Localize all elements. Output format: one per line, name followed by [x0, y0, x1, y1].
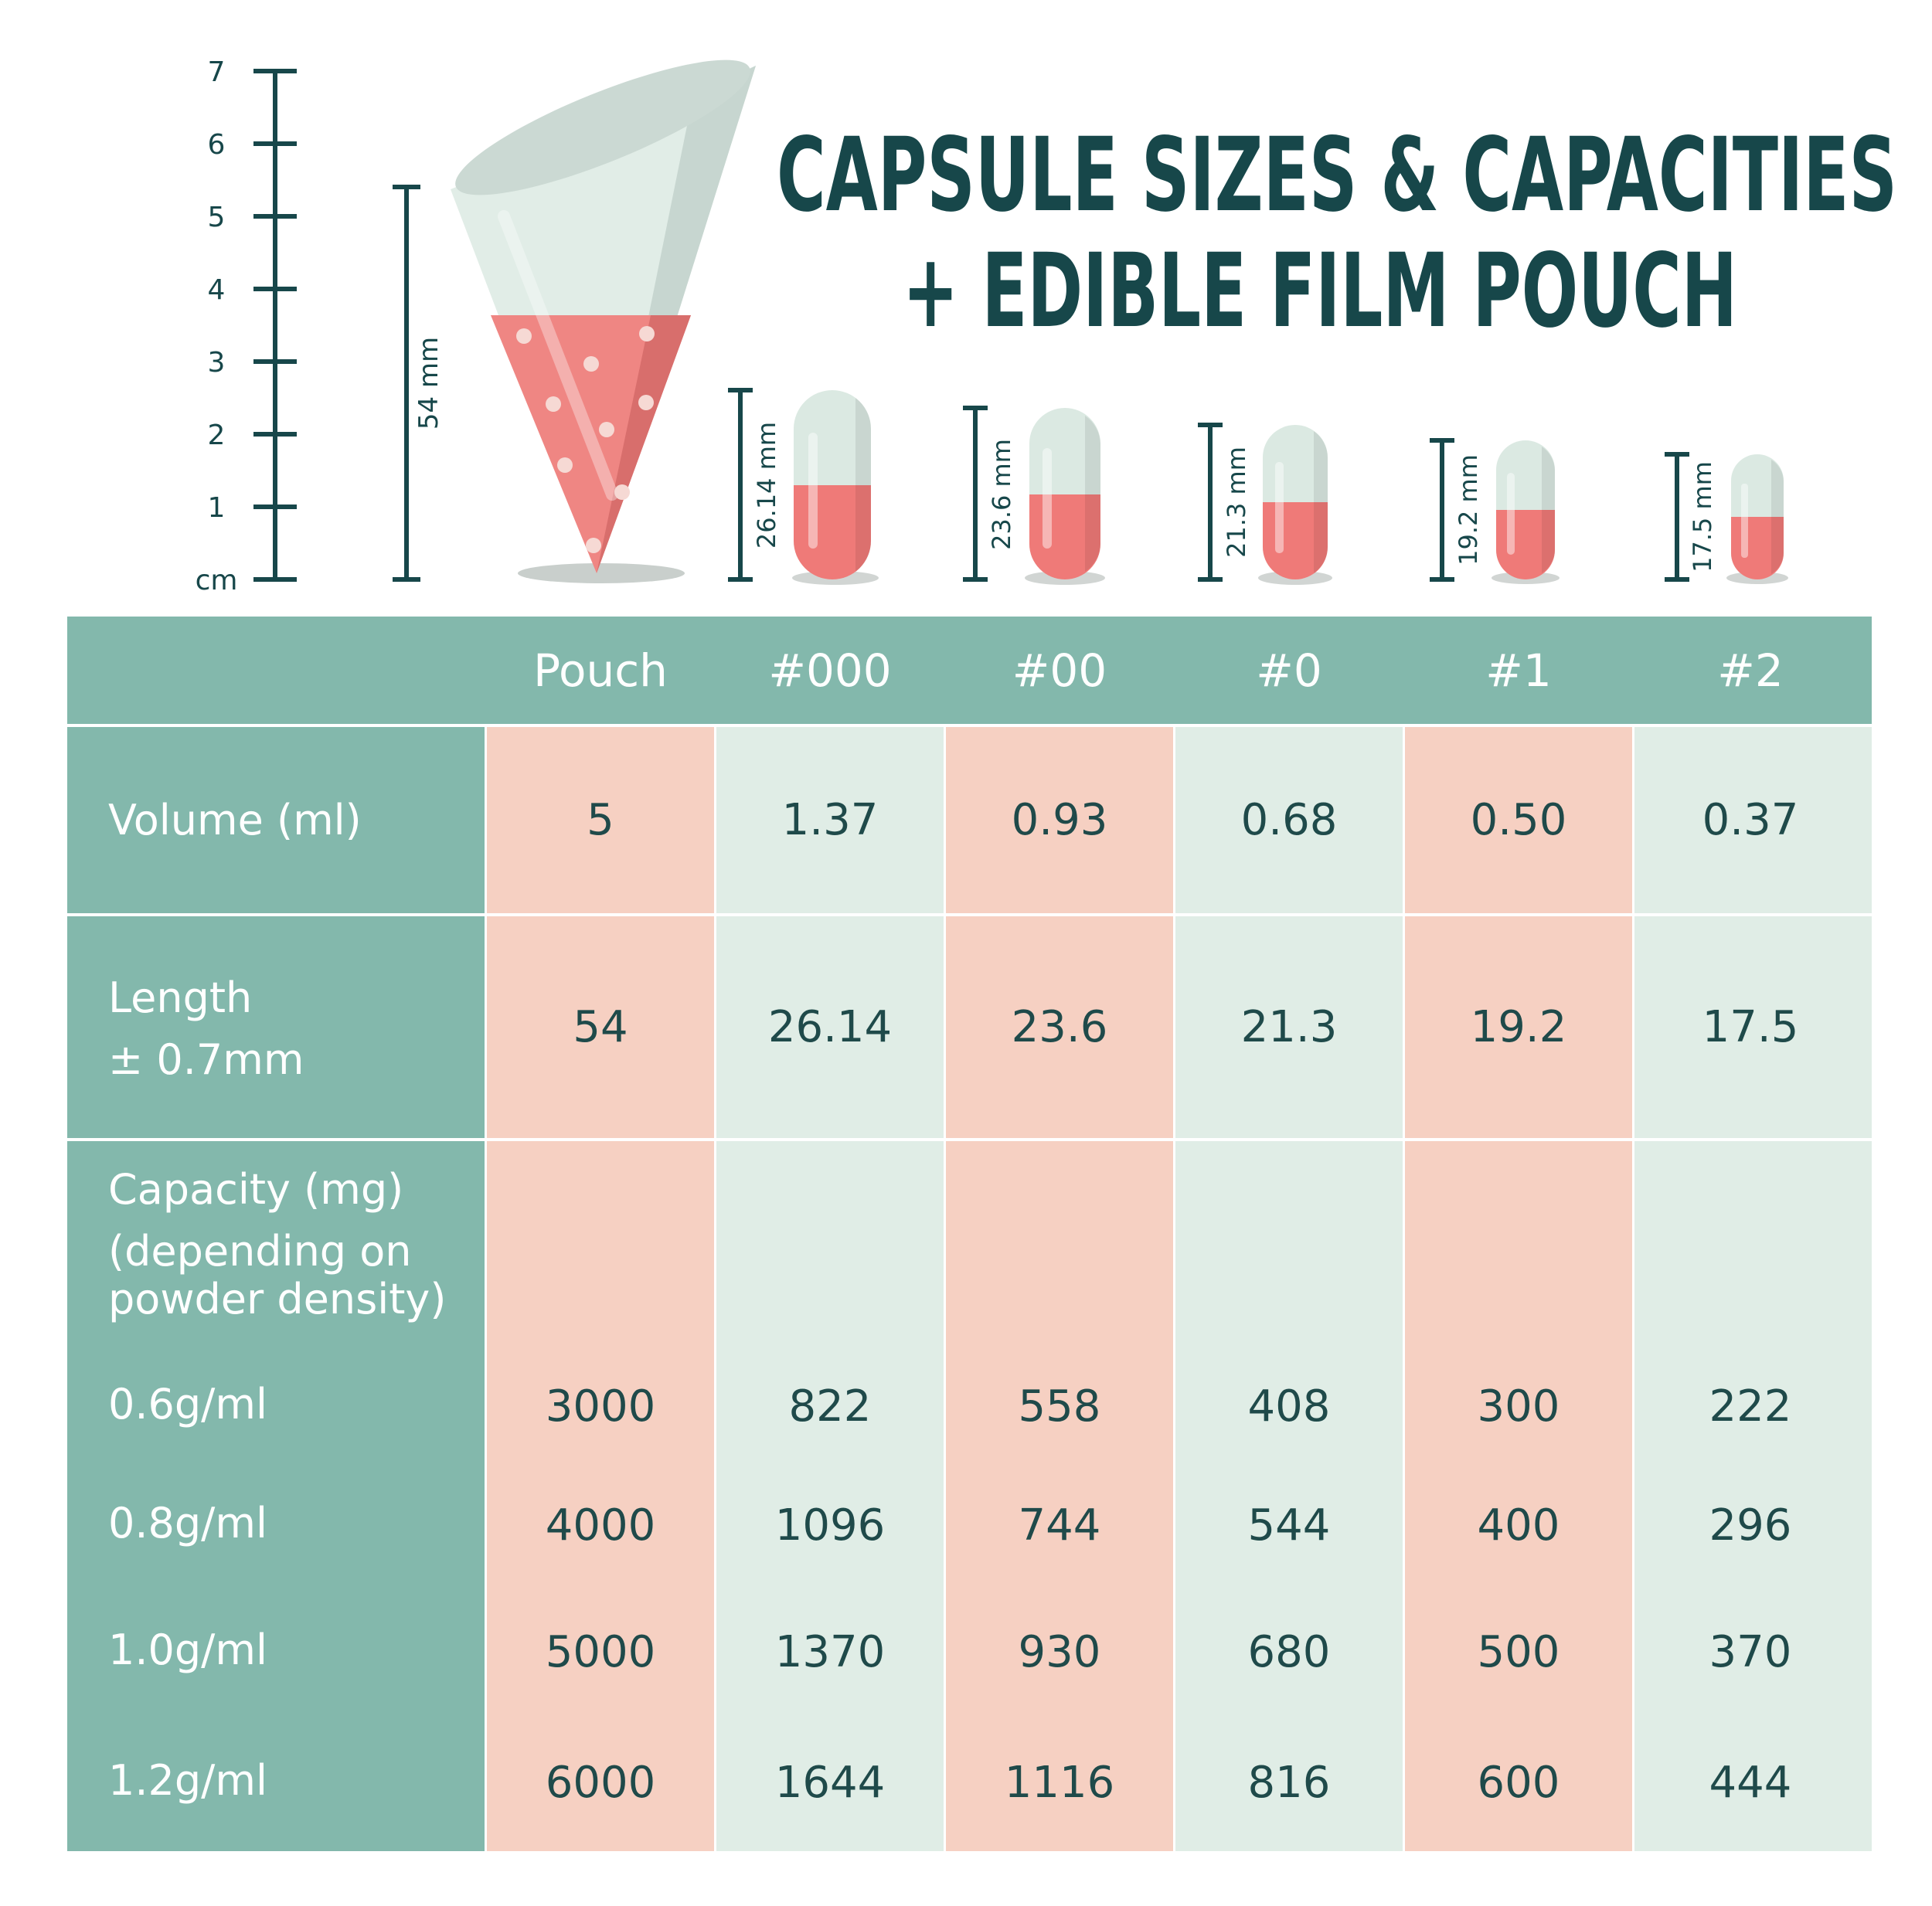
- table-cell: 4000: [546, 1500, 656, 1551]
- table-cell: 680: [1248, 1627, 1331, 1677]
- ruler-tick-label: 2: [208, 420, 226, 451]
- capsule-1-illustration: 19.2 mm: [1430, 438, 1560, 584]
- pouch-length-label: 54 mm: [413, 337, 444, 430]
- capsule-1-length-label: 19.2 mm: [1454, 454, 1483, 566]
- page-title: CAPSULE SIZES & CAPACITIES + EDIBLE FILM…: [777, 116, 1897, 351]
- column-header-0: #0: [1256, 644, 1322, 697]
- ruler-tick-label: 3: [208, 347, 226, 379]
- table-cell: 21.3: [1241, 1002, 1338, 1052]
- table-cell: 0.50: [1471, 795, 1567, 845]
- capsule-0-length-label: 21.3 mm: [1222, 447, 1251, 558]
- table-cell: 54: [573, 1002, 628, 1052]
- table-cell: 23.6: [1012, 1002, 1108, 1052]
- pouch-length-dimension: [393, 185, 420, 582]
- table-cell: 444: [1709, 1758, 1792, 1808]
- table-cell: 408: [1248, 1381, 1331, 1432]
- table-cell: 300: [1478, 1381, 1560, 1432]
- table-cell: 296: [1709, 1500, 1792, 1551]
- row-label-density: 0.6g/ml: [108, 1380, 267, 1429]
- table-cell: 1644: [775, 1758, 886, 1808]
- capsule-0-illustration: 21.3 mm: [1198, 423, 1332, 585]
- row-label-length: Length: [108, 973, 252, 1022]
- ruler-tick-label: 1: [208, 492, 226, 524]
- capacity-table: Pouch #000 #00 #0 #1 #2 Volume (ml) Leng…: [67, 617, 1872, 1851]
- table-cell: 822: [789, 1381, 872, 1432]
- column-backgrounds: [487, 727, 1872, 1851]
- table-cell: 17.5: [1702, 1002, 1799, 1052]
- column-header-2: #2: [1717, 644, 1784, 697]
- row-label-density: 0.8g/ml: [108, 1499, 267, 1548]
- ruler-tick-label: 5: [208, 202, 226, 233]
- table-cell: 26.14: [768, 1002, 892, 1052]
- table-cell: 400: [1478, 1500, 1560, 1551]
- capsule-00-illustration: 23.6 mm: [963, 406, 1105, 585]
- capsule-000-length-label: 26.14 mm: [752, 422, 781, 549]
- capsule-00-length-label: 23.6 mm: [987, 439, 1016, 550]
- title-line-2: + EDIBLE FILM POUCH: [903, 232, 1737, 351]
- table-header-row: [67, 617, 1872, 725]
- row-label-volume: Volume (ml): [108, 796, 362, 844]
- table-cell: 930: [1019, 1627, 1101, 1677]
- row-label-length-tolerance: ± 0.7mm: [108, 1035, 304, 1084]
- title-line-1: CAPSULE SIZES & CAPACITIES: [777, 116, 1897, 235]
- table-cell: 816: [1248, 1758, 1331, 1808]
- table-cell: 5: [587, 795, 614, 845]
- table-cell: 744: [1019, 1500, 1101, 1551]
- capsule-size-illustration: CAPSULE SIZES & CAPACITIES + EDIBLE FILM…: [196, 56, 1897, 596]
- column-header-000: #000: [768, 644, 891, 697]
- ruler-unit-label: cm: [196, 565, 238, 596]
- column-header-1: #1: [1485, 644, 1552, 697]
- ruler-tick-label: 6: [208, 129, 226, 161]
- capsule-2-illustration: 17.5 mm: [1665, 452, 1788, 584]
- row-label-density: 1.0g/ml: [108, 1626, 267, 1674]
- table-cell: 1116: [1005, 1758, 1115, 1808]
- table-cell: 0.93: [1012, 795, 1108, 845]
- table-cell: 370: [1709, 1627, 1792, 1677]
- table-cell: 558: [1019, 1381, 1101, 1432]
- row-label-density: 1.2g/ml: [108, 1756, 267, 1805]
- edible-film-pouch: [451, 59, 756, 583]
- table-cell: 6000: [546, 1758, 656, 1808]
- capsule-2-length-label: 17.5 mm: [1688, 461, 1717, 572]
- cm-ruler: 7 6 5 4 3 2 1 cm: [196, 56, 297, 596]
- table-cell: 1.37: [782, 795, 879, 845]
- row-label-column: [67, 725, 485, 1851]
- table-cell: 500: [1478, 1627, 1560, 1677]
- table-cell: 3000: [546, 1381, 656, 1432]
- row-label-capacity-note: (depending on: [108, 1227, 412, 1276]
- table-cell: 1096: [775, 1500, 886, 1551]
- row-label-capacity: Capacity (mg): [108, 1165, 403, 1214]
- ruler-tick-label: 4: [208, 274, 226, 306]
- row-label-capacity-note: powder density): [108, 1275, 446, 1323]
- table-cell: 600: [1478, 1758, 1560, 1808]
- table-cell: 19.2: [1471, 1002, 1567, 1052]
- table-cell: 1370: [775, 1627, 886, 1677]
- table-cell: 0.68: [1241, 795, 1338, 845]
- table-cell: 0.37: [1702, 795, 1799, 845]
- table-cell: 5000: [546, 1627, 656, 1677]
- capsule-000-illustration: 26.14 mm: [728, 388, 879, 585]
- table-cell: 222: [1709, 1381, 1792, 1432]
- ruler-tick-label: 7: [208, 56, 226, 88]
- table-cell: 544: [1248, 1500, 1331, 1551]
- column-header-pouch: Pouch: [533, 644, 668, 697]
- column-header-00: #00: [1012, 644, 1107, 697]
